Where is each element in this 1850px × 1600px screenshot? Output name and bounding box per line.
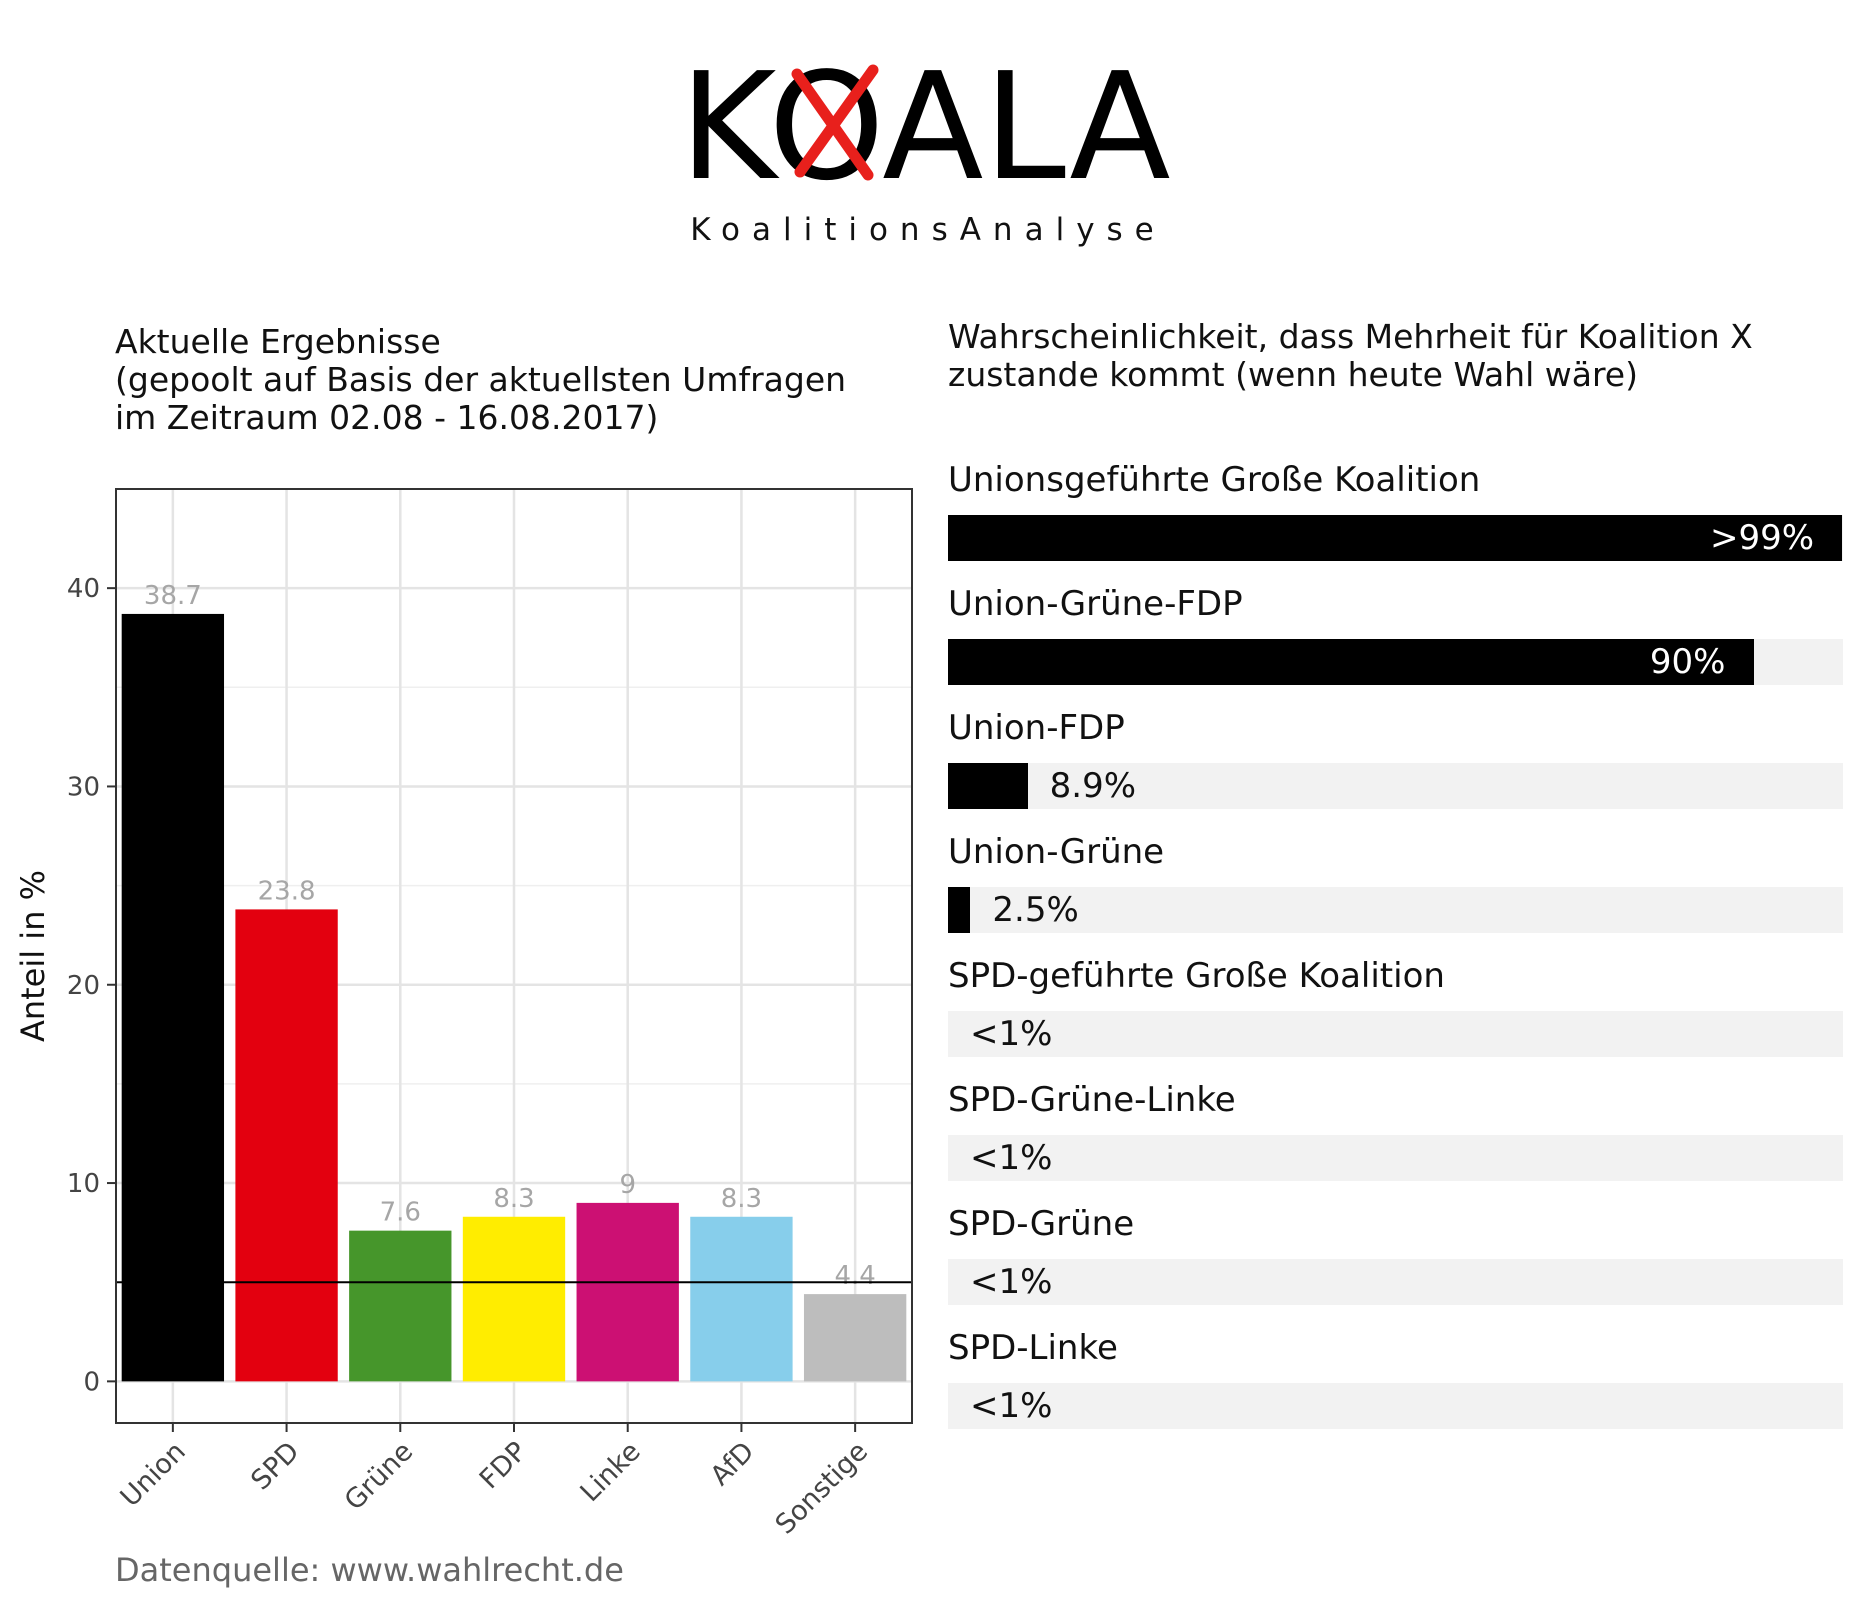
x-tick-label: Sonstige bbox=[770, 1436, 874, 1540]
coalition-bar-fill bbox=[948, 763, 1028, 809]
poll-results-chart: 38.7 23.8 7.6 8.3 9 8.3 4.4 0 10 20 30 40 Union SPD G… bbox=[14, 488, 913, 1540]
coalition-row: SPD-Grüne-Linke <1% bbox=[948, 1080, 1843, 1204]
y-tick-label: 20 bbox=[67, 971, 100, 1001]
coalition-bar-track: <1% bbox=[948, 1259, 1843, 1305]
coalition-probability-value: <1% bbox=[970, 1014, 1053, 1054]
bar-value-label: 8.3 bbox=[721, 1184, 762, 1214]
chart-value-labels: 38.7 23.8 7.6 8.3 9 8.3 4.4 bbox=[144, 581, 876, 1291]
koala-logo: KOALA KoalitionsAnalyse bbox=[679, 41, 1170, 248]
bar-grüne bbox=[349, 1230, 452, 1382]
coalition-probability-value: 90% bbox=[1649, 642, 1726, 682]
x-tick-label: SPD bbox=[245, 1436, 305, 1496]
coalition-label: Union-Grüne bbox=[948, 832, 1165, 872]
x-tick-label: Union bbox=[115, 1436, 192, 1513]
coalition-bar-track: 8.9% bbox=[948, 763, 1843, 809]
coalition-label: Union-Grüne-FDP bbox=[948, 584, 1243, 624]
coalition-bar-track: <1% bbox=[948, 1383, 1843, 1429]
bar-value-label: 38.7 bbox=[144, 581, 202, 611]
data-source: Datenquelle: www.wahlrecht.de bbox=[115, 1551, 624, 1589]
bar-afd bbox=[690, 1216, 793, 1382]
logo-wordmark: KOALA bbox=[679, 41, 1170, 213]
bar-value-label: 9 bbox=[619, 1170, 636, 1200]
coalition-label: SPD-Linke bbox=[948, 1328, 1118, 1368]
coalition-row: Union-FDP 8.9% bbox=[948, 708, 1843, 832]
x-tick-label: Grüne bbox=[339, 1436, 420, 1517]
coalition-probability-title: Wahrscheinlichkeit, dass Mehrheit für Ko… bbox=[948, 317, 1753, 394]
y-tick-label: 10 bbox=[67, 1169, 100, 1199]
coalition-bar-track: 2.5% bbox=[948, 887, 1843, 933]
coalition-bar-fill bbox=[948, 887, 971, 933]
bar-fdp bbox=[462, 1216, 566, 1382]
bar-union bbox=[121, 613, 225, 1382]
logo-tagline: KoalitionsAnalyse bbox=[690, 212, 1166, 248]
coalition-bar-track: >99% bbox=[948, 515, 1843, 561]
chart-bars bbox=[121, 613, 907, 1382]
coalition-probability-value: <1% bbox=[970, 1386, 1053, 1426]
y-tick-label: 40 bbox=[67, 574, 100, 604]
coalition-bar-track: 90% bbox=[948, 639, 1843, 685]
coalition-label: SPD-Grüne bbox=[948, 1204, 1135, 1244]
bar-value-label: 7.6 bbox=[380, 1198, 421, 1228]
x-tick-label: FDP bbox=[474, 1436, 533, 1495]
coalition-probability-value: 2.5% bbox=[992, 890, 1079, 930]
x-tick-label: Linke bbox=[575, 1436, 647, 1508]
coalition-label: Unionsgeführte Große Koalition bbox=[948, 460, 1481, 500]
coalition-label: Union-FDP bbox=[948, 708, 1125, 748]
coalition-row: Union-Grüne 2.5% bbox=[948, 832, 1843, 956]
coalition-bar-fill bbox=[948, 639, 1754, 685]
coalition-probability-value: 8.9% bbox=[1049, 766, 1137, 806]
bar-value-label: 23.8 bbox=[258, 876, 316, 906]
coalition-probability-value: >99% bbox=[1710, 518, 1815, 558]
coalition-bar-track: <1% bbox=[948, 1011, 1843, 1057]
coalition-row: SPD-Linke <1% bbox=[948, 1328, 1843, 1452]
y-tick-label: 30 bbox=[67, 772, 100, 802]
coalition-row: SPD-geführte Große Koalition <1% bbox=[948, 956, 1843, 1080]
bar-value-label: 4.4 bbox=[834, 1261, 875, 1291]
y-axis-label: Anteil in % bbox=[14, 870, 52, 1042]
bar-spd bbox=[235, 909, 338, 1382]
coalition-probability-value: <1% bbox=[970, 1138, 1053, 1178]
results-title: Aktuelle Ergebnisse (gepoolt auf Basis d… bbox=[115, 322, 847, 437]
coalition-label: SPD-geführte Große Koalition bbox=[948, 956, 1445, 996]
coalition-bar-fill bbox=[948, 515, 1843, 561]
x-tick-label: AfD bbox=[705, 1436, 761, 1492]
bar-linke bbox=[576, 1202, 679, 1382]
coalition-bar-track: <1% bbox=[948, 1135, 1843, 1181]
coalition-list: Unionsgeführte Große Koalition >99% Union-… bbox=[948, 460, 1843, 1452]
y-tick-label: 0 bbox=[83, 1367, 100, 1397]
coalition-row: SPD-Grüne <1% bbox=[948, 1204, 1843, 1328]
bar-value-label: 8.3 bbox=[493, 1184, 534, 1214]
ballot-cross-icon bbox=[791, 64, 879, 181]
coalition-probability-value: <1% bbox=[970, 1262, 1053, 1302]
coalition-label: SPD-Grüne-Linke bbox=[948, 1080, 1236, 1120]
coalition-row: Unionsgeführte Große Koalition >99% bbox=[948, 460, 1843, 584]
coalition-row: Union-Grüne-FDP 90% bbox=[948, 584, 1843, 708]
bar-sonstige bbox=[803, 1294, 907, 1382]
